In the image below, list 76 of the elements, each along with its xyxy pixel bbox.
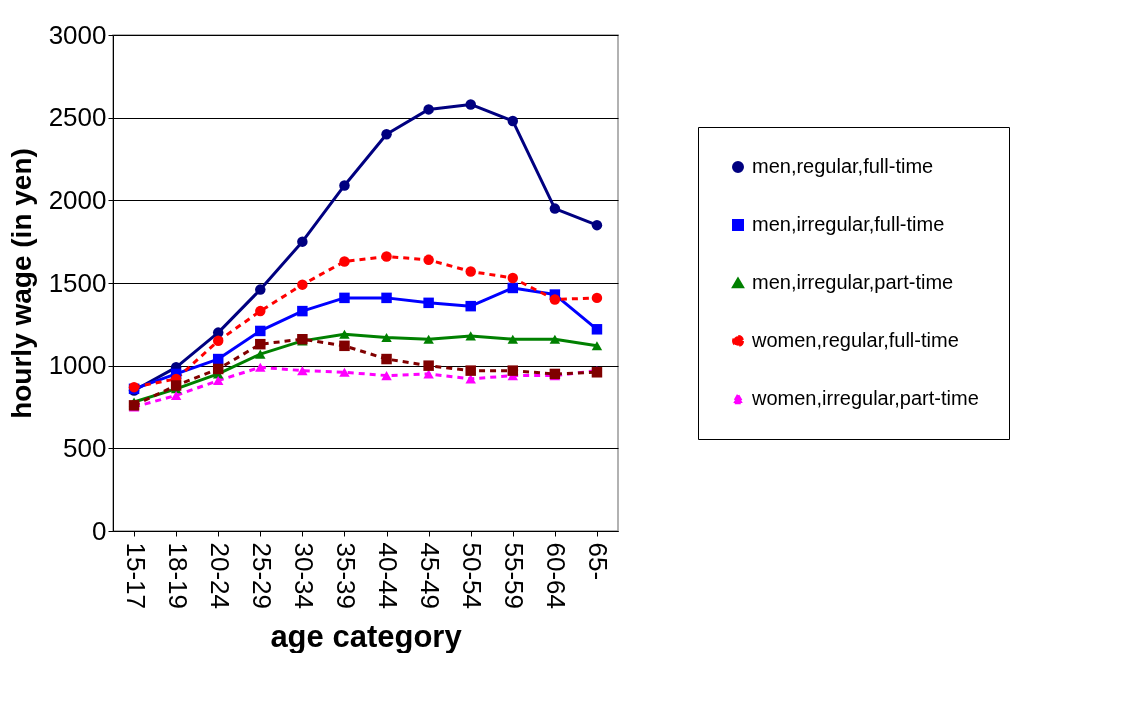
point — [423, 334, 434, 344]
point — [339, 367, 350, 377]
x-tick-label: 60-64 — [541, 542, 572, 609]
point — [255, 284, 266, 295]
point — [170, 380, 182, 391]
point — [255, 338, 266, 350]
x-tick-label: 25-29 — [246, 542, 277, 609]
legend-label: men,regular,full-time — [752, 155, 934, 177]
point — [507, 115, 519, 127]
y-tick-label: 500 — [63, 432, 107, 463]
y-tick-label: 1000 — [48, 350, 107, 381]
point — [423, 297, 434, 309]
point — [591, 219, 603, 231]
point — [255, 305, 266, 317]
point — [212, 363, 224, 375]
point — [297, 279, 308, 290]
point — [465, 365, 476, 376]
point — [507, 334, 519, 344]
legend-label: men,irregular,part-time — [752, 271, 954, 293]
point — [339, 180, 350, 191]
point — [381, 371, 392, 381]
x-tick-label: 30-34 — [288, 542, 319, 609]
point — [507, 272, 519, 284]
x-tick-label: 45-49 — [415, 542, 446, 609]
point — [255, 349, 266, 359]
point — [339, 256, 350, 267]
point — [381, 292, 392, 304]
point — [212, 335, 224, 347]
point — [465, 331, 476, 341]
point — [465, 266, 476, 277]
point — [212, 353, 224, 365]
y-tick-label: 0 — [92, 515, 107, 546]
x-axis-title: age category — [270, 619, 463, 654]
point — [591, 324, 603, 335]
point — [549, 334, 561, 344]
point — [465, 99, 476, 110]
point — [297, 305, 308, 317]
x-tick-label: 40-44 — [373, 542, 404, 609]
x-tick-label: 15-17 — [120, 542, 151, 609]
y-tick-label: 3000 — [48, 19, 107, 50]
legend-label: women,irregular,part-time — [751, 387, 979, 409]
point — [212, 376, 224, 386]
x-tick-label: 18-19 — [162, 542, 193, 609]
x-tick-label: 55-59 — [499, 542, 530, 609]
y-tick-label: 2500 — [48, 102, 107, 133]
point — [507, 365, 519, 376]
point — [591, 341, 603, 351]
point — [423, 360, 434, 371]
point — [381, 333, 392, 343]
point — [297, 236, 308, 247]
point — [339, 292, 350, 304]
y-axis-title: hourly wage (in yen) — [5, 148, 37, 419]
point — [549, 294, 561, 305]
point — [297, 366, 308, 376]
point — [339, 340, 350, 352]
point — [381, 251, 392, 262]
point — [591, 292, 603, 304]
y-tick-label: 2000 — [48, 184, 107, 215]
point — [339, 329, 350, 339]
y-tick-label: 1500 — [48, 267, 107, 298]
point — [255, 325, 266, 337]
legend-label: men,irregular,full-time — [752, 213, 945, 235]
x-tick-label: 50-54 — [457, 542, 488, 609]
x-tick-label: 65- — [583, 542, 614, 581]
point — [381, 353, 392, 365]
point — [423, 254, 434, 266]
point — [255, 362, 266, 372]
point — [423, 104, 434, 115]
point — [381, 128, 392, 140]
x-tick-label: 35-39 — [330, 542, 361, 609]
point — [507, 282, 519, 294]
x-tick-label: 20-24 — [204, 542, 235, 609]
point — [170, 390, 182, 400]
point — [465, 300, 476, 312]
point — [549, 203, 561, 214]
legend-label: women,regular,full-time — [751, 329, 959, 351]
